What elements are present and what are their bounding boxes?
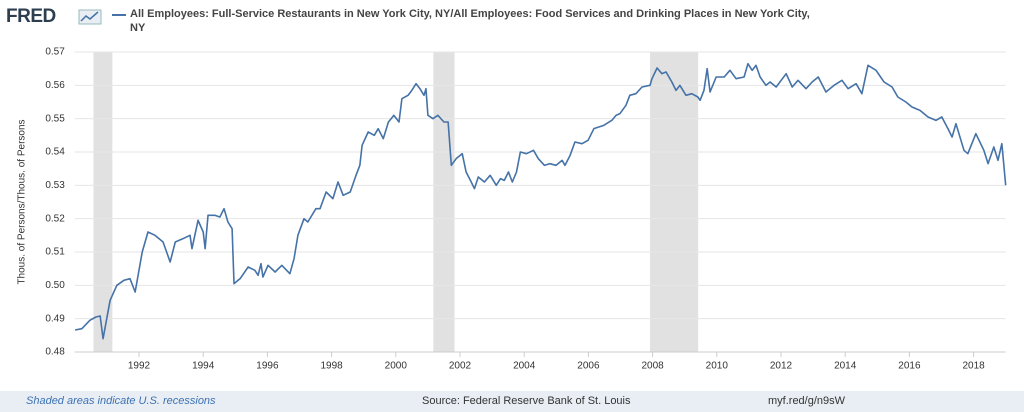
y-tick-label: 0.55 — [45, 113, 65, 124]
logo-icon-line — [80, 11, 99, 22]
short-link[interactable]: myf.red/g/n9sW — [768, 395, 846, 407]
legend-label: All Employees: Full-Service Restaurants … — [130, 8, 810, 34]
y-tick-label: 0.53 — [45, 180, 65, 191]
x-tick-label: 2018 — [962, 361, 985, 372]
x-tick-label: 1998 — [320, 361, 343, 372]
y-axis-label: Thous. of Persons/Thous. of Persons — [17, 119, 28, 284]
y-tick-label: 0.51 — [45, 247, 65, 258]
x-tick-label: 2012 — [770, 361, 793, 372]
recession-band — [433, 52, 455, 352]
x-tick-label: 1996 — [256, 361, 279, 372]
x-tick-label: 2014 — [834, 361, 857, 372]
plot-area — [74, 52, 1006, 352]
x-tick-label: 2008 — [641, 361, 664, 372]
x-tick-label: 2010 — [706, 361, 729, 372]
y-tick-label: 0.48 — [45, 347, 65, 358]
x-tick-label: 1994 — [192, 361, 215, 372]
logo[interactable]: FRED — [6, 6, 56, 27]
x-tick-label: 2002 — [449, 361, 472, 372]
recession-band — [650, 52, 699, 352]
x-tick-label: 2000 — [385, 361, 408, 372]
y-tick-label: 0.54 — [45, 147, 65, 158]
series-line — [74, 62, 1007, 340]
y-tick-label: 0.50 — [45, 280, 65, 291]
logo-icon — [78, 9, 102, 25]
footer: Shaded areas indicate U.S. recessions So… — [0, 391, 1024, 412]
source: Source: Federal Reserve Bank of St. Loui… — [422, 395, 631, 407]
x-tick-label: 2016 — [898, 361, 921, 372]
y-tick-label: 0.52 — [45, 213, 65, 224]
x-tick-label: 2004 — [513, 361, 536, 372]
legend-swatch — [112, 14, 126, 16]
recession-note: Shaded areas indicate U.S. recessions — [26, 395, 216, 407]
x-tick-label: 1992 — [128, 361, 151, 372]
y-tick-label: 0.57 — [45, 47, 65, 58]
y-tick-label: 0.56 — [45, 80, 65, 91]
recession-band — [93, 52, 113, 352]
x-tick-label: 2006 — [577, 361, 600, 372]
legend: All Employees: Full-Service Restaurants … — [112, 7, 810, 35]
y-tick-label: 0.49 — [45, 313, 65, 324]
